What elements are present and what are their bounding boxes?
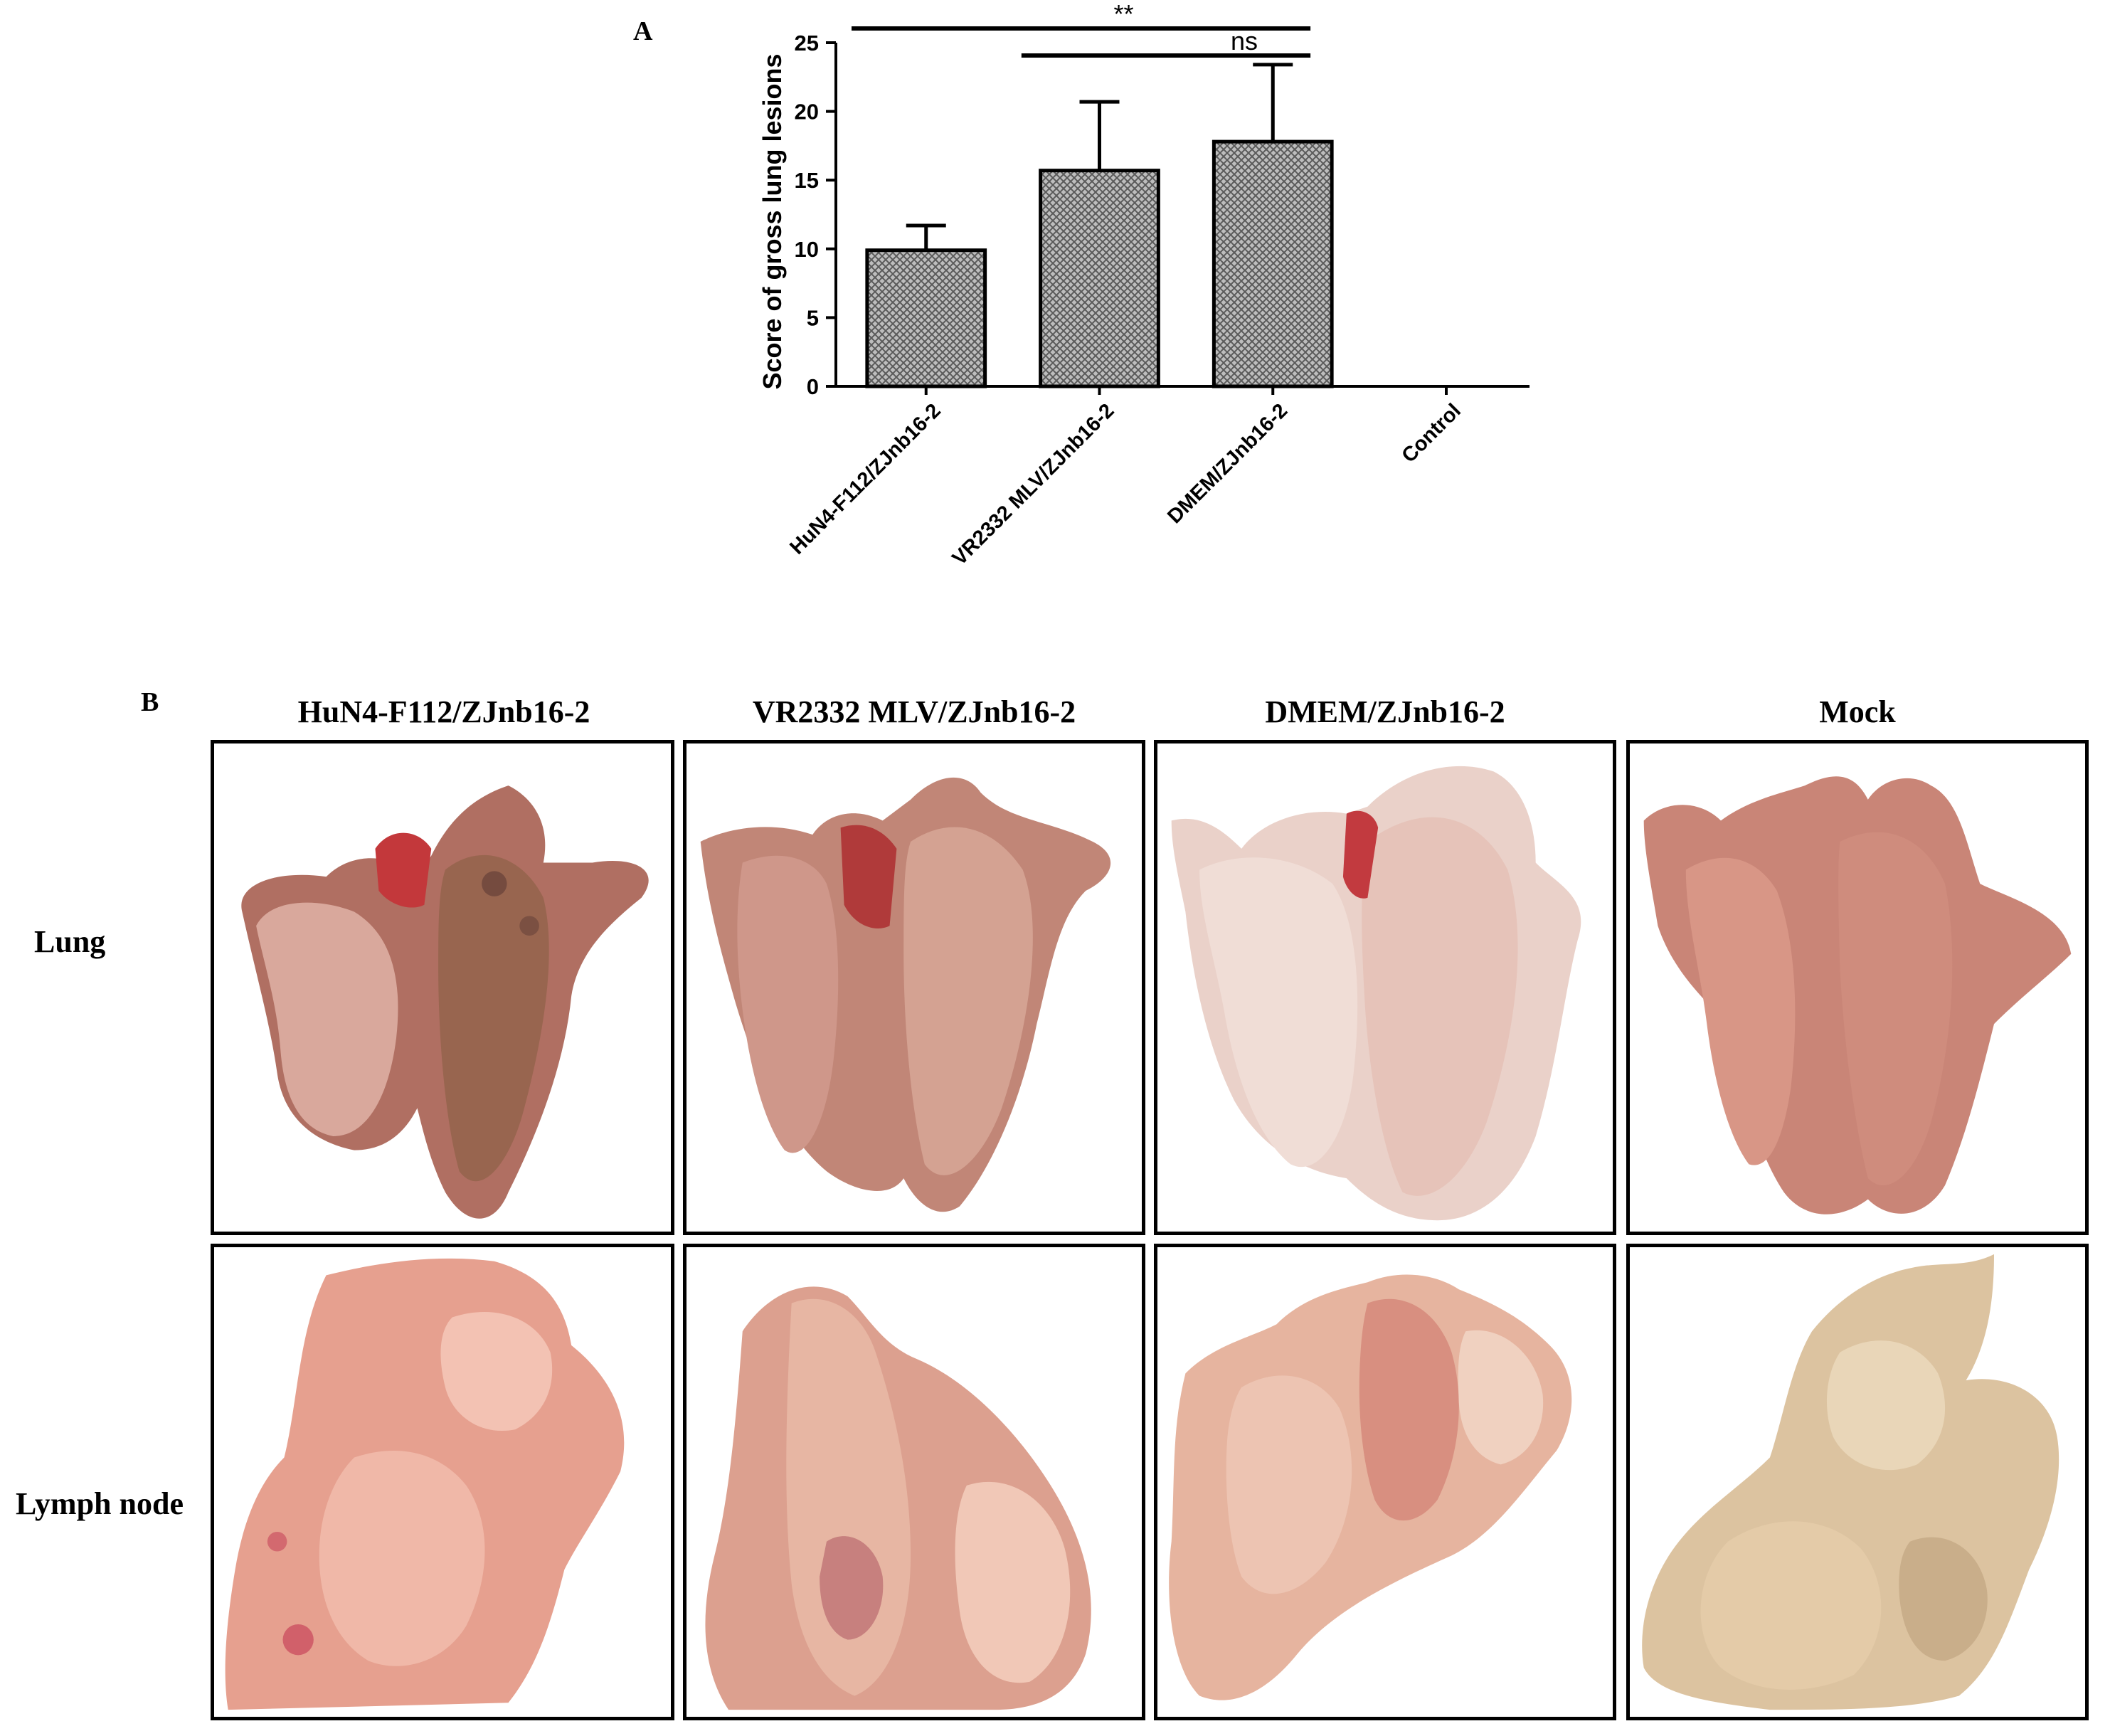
lung-photo-hun4 bbox=[211, 740, 674, 1235]
lymph-node-photo-mock bbox=[1626, 1244, 2089, 1720]
y-tick-label: 15 bbox=[795, 168, 819, 193]
column-title-mock: Mock bbox=[1819, 694, 1896, 729]
bar-chart: 0 5 10 15 20 25 Score of gross lung lesions HuN… bbox=[758, 0, 1530, 570]
bar bbox=[1212, 139, 1334, 388]
y-tick-label: 20 bbox=[795, 100, 819, 125]
column-title-vr2332: VR2332 MLV/ZJnb16-2 bbox=[752, 694, 1076, 729]
y-tick-label: 5 bbox=[807, 305, 819, 330]
x-tick-label: Control bbox=[1397, 399, 1465, 467]
x-tick-label: DMEM/ZJnb16-2 bbox=[1163, 399, 1292, 528]
significance-label: ns bbox=[1231, 26, 1258, 55]
lung-photo-mock bbox=[1626, 740, 2089, 1235]
x-tick-label: HuN4-F112/ZJnb16-2 bbox=[785, 399, 945, 559]
row-label-lymph-node: Lymph node bbox=[16, 1486, 184, 1521]
lung-photo-dmem bbox=[1154, 740, 1616, 1235]
significance-label: ** bbox=[1114, 0, 1134, 28]
column-title-hun4: HuN4-F112/ZJnb16-2 bbox=[297, 694, 590, 729]
lymph-node-photo-dmem bbox=[1154, 1244, 1616, 1720]
y-axis-label: Score of gross lung lesions bbox=[758, 53, 787, 389]
y-tick-label: 0 bbox=[807, 374, 819, 399]
lung-photo-vr2332 bbox=[683, 740, 1145, 1235]
y-tick-label: 25 bbox=[795, 31, 819, 55]
row-label-lung: Lung bbox=[34, 924, 106, 959]
y-tick-label: 10 bbox=[795, 237, 819, 262]
lymph-node-photo-hun4 bbox=[211, 1244, 674, 1720]
column-title-dmem: DMEM/ZJnb16-2 bbox=[1265, 694, 1505, 729]
panel-b-letter: B bbox=[141, 687, 159, 717]
x-tick-label: VR2332 MLV/ZJnb16-2 bbox=[948, 399, 1119, 570]
bar bbox=[865, 248, 987, 388]
bar bbox=[1039, 169, 1160, 388]
panel-a-letter: A bbox=[633, 16, 653, 46]
lymph-node-photo-vr2332 bbox=[683, 1244, 1145, 1720]
